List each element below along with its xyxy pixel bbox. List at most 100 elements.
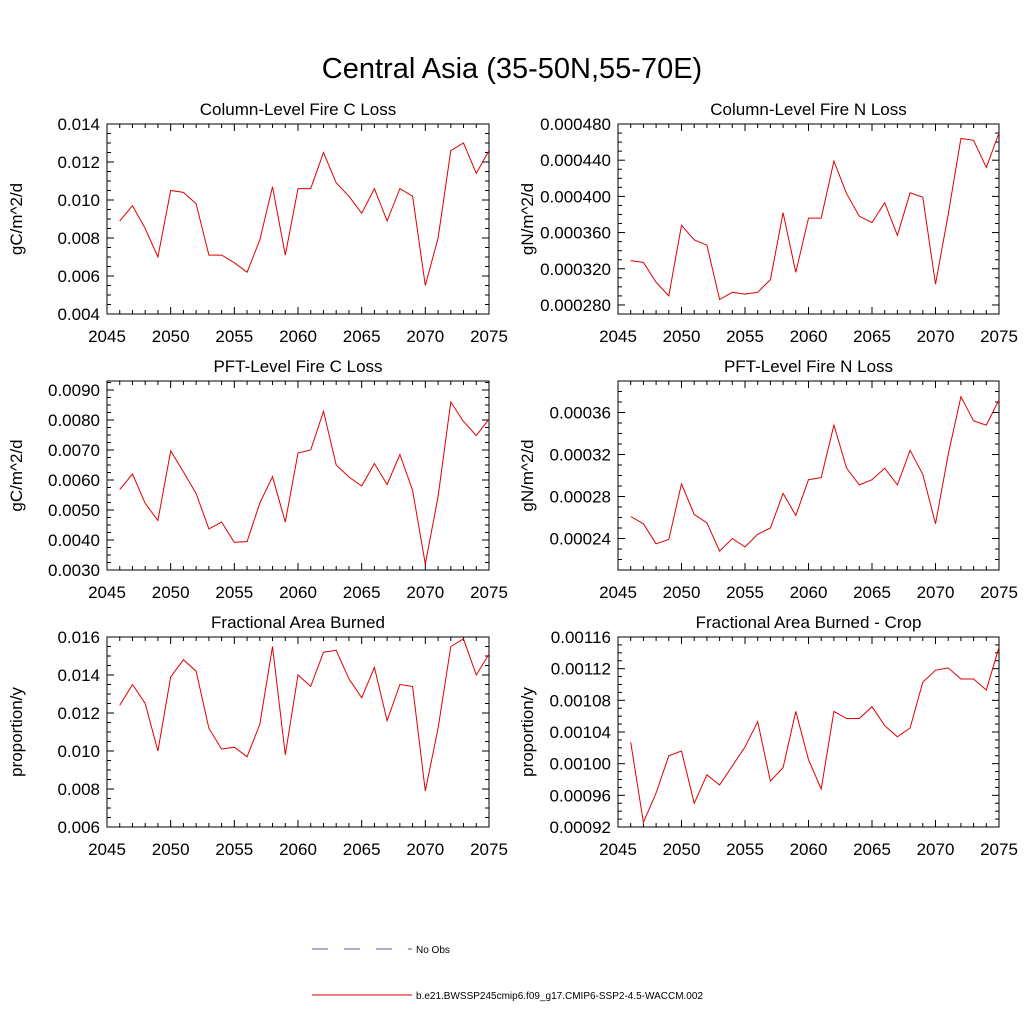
y-tick-label: 0.004 [57,305,100,324]
y-tick-label: 0.0030 [48,561,100,580]
legend-label-no-obs: No Obs [416,945,450,956]
y-tick-label: 0.000440 [540,151,611,170]
y-tick-label: 0.006 [57,818,100,837]
y-axis-label: proportion/y [518,687,537,777]
x-tick-label: 2070 [917,327,955,346]
x-tick-label: 2075 [980,583,1018,602]
y-tick-label: 0.00108 [550,691,611,710]
series-line [119,638,490,792]
y-tick-label: 0.012 [57,704,100,723]
plot-frame [106,380,490,571]
series-line [119,400,490,565]
x-tick-label: 2045 [88,327,126,346]
x-tick-label: 2075 [470,327,508,346]
figure-title: Central Asia (35-50N,55-70E) [322,53,702,85]
x-tick-label: 2060 [279,583,317,602]
x-tick-label: 2070 [917,583,955,602]
x-tick-label: 2065 [343,327,381,346]
y-tick-label: 0.000360 [540,224,611,243]
x-tick-label: 2075 [470,840,508,859]
y-tick-label: 0.00096 [550,786,611,805]
panel-1: Column-Level Fire C Loss 2045 2050 2055 2060… [7,100,508,346]
x-tick-label: 2060 [279,327,317,346]
panels: Column-Level Fire C Loss 2045 2050 2055 2060… [7,100,1018,859]
y-tick-label: 0.00032 [550,446,611,465]
x-tick-label: 2070 [917,840,955,859]
y-tick-label: 0.0050 [48,501,100,520]
panel-4: PFT-Level Fire N Loss 2045 2050 2055 2060 206… [518,357,1018,602]
y-tick-label: 0.00116 [551,628,611,647]
x-tick-label: 2070 [406,840,444,859]
y-axis-label: gC/m^2/d [7,439,26,511]
panel-title: Column-Level Fire C Loss [200,100,397,119]
legend-label-model: b.e21.BWSSP245cmip6.f09_g17.CMIP6-SSP2-4… [416,991,703,1002]
panel-6: Fractional Area Burned - Crop 2045 2050 205… [518,613,1018,859]
y-tick-label: 0.016 [57,628,100,647]
y-axis-label: gC/m^2/d [7,183,26,255]
x-tick-label: 2050 [663,327,701,346]
plot-frame [106,123,490,315]
x-tick-label: 2050 [663,840,701,859]
y-tick-label: 0.00112 [551,660,611,679]
x-tick-label: 2070 [406,327,444,346]
y-tick-label: 0.00028 [550,488,611,507]
y-tick-label: 0.00092 [550,818,611,837]
panel-title: Fractional Area Burned - Crop [696,613,922,632]
series-line [630,132,1000,301]
panel-5: Fractional Area Burned 2045 2050 2055 2060 20… [7,613,508,859]
panel-title: Fractional Area Burned [211,613,385,632]
y-tick-label: 0.000320 [540,260,611,279]
x-tick-label: 2075 [470,583,508,602]
y-axis-label: gN/m^2/d [518,183,537,255]
y-tick-label: 0.000280 [540,296,611,315]
x-tick-label: 2060 [790,583,828,602]
x-tick-label: 2055 [726,327,764,346]
y-tick-label: 0.012 [57,153,100,172]
y-tick-label: 0.0040 [48,531,100,550]
y-tick-label: 0.008 [57,229,100,248]
y-axis-label: gN/m^2/d [518,439,537,511]
x-tick-label: 2045 [599,840,637,859]
y-tick-label: 0.000480 [540,115,611,134]
x-tick-label: 2045 [599,327,637,346]
y-tick-label: 0.0090 [48,381,100,400]
panel-title: PFT-Level Fire N Loss [724,357,893,376]
x-tick-label: 2045 [88,583,126,602]
x-tick-label: 2060 [790,327,828,346]
panel-2: Column-Level Fire N Loss 2045 2050 2055 2060… [518,100,1018,346]
y-axis-label: proportion/y [7,687,26,777]
y-tick-label: 0.014 [57,666,100,685]
series-line [119,142,490,286]
series-line [630,647,1000,825]
panel-title: Column-Level Fire N Loss [710,100,907,119]
x-tick-label: 2055 [215,327,253,346]
x-tick-label: 2045 [88,840,126,859]
x-tick-label: 2050 [152,840,190,859]
y-tick-label: 0.00100 [550,755,611,774]
plot-frame [106,636,490,828]
x-tick-label: 2055 [726,583,764,602]
y-tick-label: 0.014 [57,115,100,134]
x-tick-label: 2055 [215,840,253,859]
x-tick-label: 2070 [406,583,444,602]
y-tick-label: 0.0080 [48,411,100,430]
panel-3: PFT-Level Fire C Loss 2045 2050 2055 2060 206… [7,357,508,602]
y-tick-label: 0.00024 [550,530,611,549]
x-tick-label: 2060 [279,840,317,859]
x-tick-label: 2065 [343,840,381,859]
y-tick-label: 0.006 [57,267,100,286]
panel-title: PFT-Level Fire C Loss [213,357,382,376]
x-tick-label: 2065 [343,583,381,602]
x-tick-label: 2065 [853,583,891,602]
y-tick-label: 0.0070 [48,441,100,460]
legend: No Obs b.e21.BWSSP245cmip6.f09_g17.CMIP6… [312,945,703,1002]
x-tick-label: 2050 [152,583,190,602]
x-tick-label: 2050 [663,583,701,602]
x-tick-label: 2075 [980,840,1018,859]
series-line [630,395,1000,552]
y-tick-label: 0.00104 [550,723,611,742]
x-tick-label: 2065 [853,327,891,346]
x-tick-label: 2060 [790,840,828,859]
y-tick-label: 0.0060 [48,471,100,490]
